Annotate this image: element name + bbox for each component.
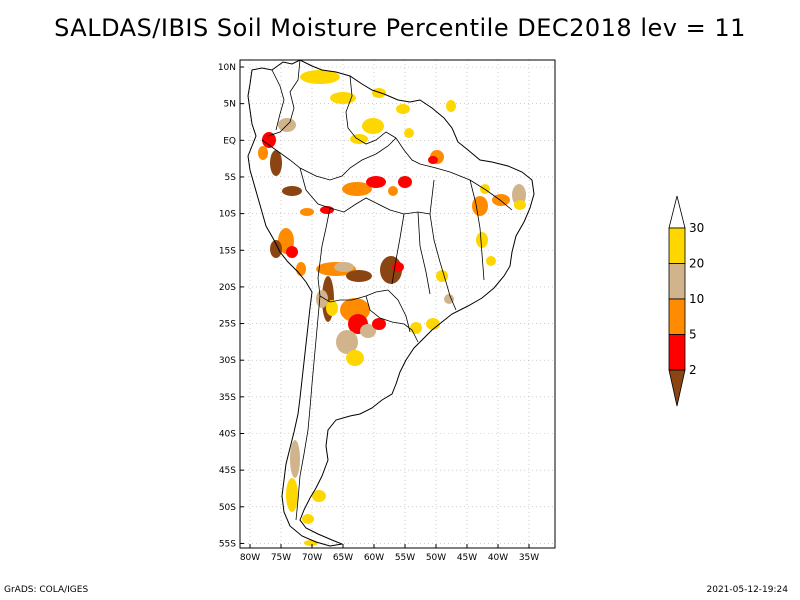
lon-tick-label: 70W [302, 553, 322, 563]
percentile-patch [312, 490, 326, 502]
percentile-patch [316, 290, 328, 308]
lat-tick-label: EQ [223, 136, 236, 146]
lon-tick-label: 80W [240, 553, 260, 563]
percentile-patch [326, 300, 338, 316]
percentile-patch [428, 156, 438, 164]
percentile-patch [286, 246, 298, 258]
percentile-patch [286, 478, 298, 512]
percentile-patch [446, 100, 456, 112]
percentile-patch [388, 186, 398, 196]
lon-tick-label: 75W [271, 553, 291, 563]
lon-tick-label: 65W [333, 553, 353, 563]
percentile-patch [436, 270, 448, 282]
percentile-patch [426, 318, 440, 330]
country-borders [261, 59, 513, 521]
legend-swatch-above [668, 195, 686, 229]
lat-tick-label: 15S [219, 246, 236, 256]
lat-tick-label: 30S [219, 356, 236, 366]
percentile-patch [270, 240, 282, 258]
lat-tick-label: 10S [219, 210, 236, 220]
map-frame [239, 59, 556, 549]
legend-label: 5 [689, 328, 697, 342]
percentile-patch [486, 256, 496, 266]
legend-label: 2 [689, 363, 697, 377]
legend-swatch [668, 227, 686, 264]
latitude-labels: 10N 5N EQ 5S 10S 15S 20S 25S 30S 35S 40S 45S 50S 55S [218, 63, 244, 549]
percentile-patch [472, 196, 488, 216]
legend-swatch-below [668, 369, 686, 407]
percentile-patch [336, 330, 358, 354]
percentile-patch [300, 208, 314, 216]
percentile-patch [270, 150, 282, 176]
percentile-patch [476, 232, 488, 248]
color-legend: 30 20 10 5 2 [668, 195, 704, 407]
legend-label: 30 [689, 221, 704, 235]
coastline [247, 59, 535, 547]
percentile-patch [514, 200, 526, 210]
grid-lines [240, 60, 555, 548]
lon-tick-label: 40W [488, 553, 508, 563]
legend-swatch [668, 334, 686, 371]
percentile-patch [342, 182, 372, 196]
legend-swatch [668, 263, 686, 300]
percentile-patch [302, 514, 314, 524]
percentile-patch [444, 294, 454, 304]
lon-tick-label: 60W [364, 553, 384, 563]
lat-tick-label: 35S [219, 393, 236, 403]
map-title: SALDAS/IBIS Soil Moisture Percentile DEC… [54, 14, 746, 42]
lon-tick-label: 55W [395, 553, 415, 563]
percentile-patch [334, 262, 354, 272]
percentile-patch [258, 146, 268, 160]
percentile-patch [398, 176, 412, 188]
percentile-patch [346, 270, 372, 282]
lat-tick-label: 45S [219, 466, 236, 476]
percentile-patch [330, 92, 356, 104]
lat-tick-label: 25S [219, 320, 236, 330]
lat-tick-label: 5S [225, 173, 237, 183]
percentile-patch [346, 350, 364, 366]
lat-tick-label: 50S [219, 503, 236, 513]
legend-swatch [668, 298, 686, 335]
footer-credit: GrADS: COLA/IGES [4, 585, 89, 595]
lon-tick-label: 50W [426, 553, 446, 563]
lat-tick-label: 20S [219, 283, 236, 293]
percentile-patch [300, 70, 340, 84]
percentile-patch [350, 134, 368, 144]
legend-label: 10 [689, 292, 704, 306]
percentile-patch [492, 194, 510, 206]
lon-tick-label: 35W [519, 553, 539, 563]
longitude-labels: 80W 75W 70W 65W 60W 55W 50W 45W 40W 35W [240, 544, 539, 563]
lat-tick-label: 40S [219, 430, 236, 440]
legend-label: 20 [689, 257, 704, 271]
percentile-patch [404, 128, 414, 138]
percentile-patch [296, 262, 306, 276]
percentile-patch [290, 440, 300, 478]
lat-tick-label: 5N [224, 100, 236, 110]
lat-tick-label: 10N [218, 63, 236, 73]
percentile-patch [304, 540, 318, 546]
percentile-patch [282, 186, 302, 196]
percentile-patch [360, 324, 376, 338]
percentile-patch [372, 318, 386, 330]
footer-timestamp: 2021-05-12-19:24 [706, 585, 789, 595]
percentile-patch [396, 104, 410, 114]
percentile-patch [362, 118, 384, 134]
lat-tick-label: 55S [219, 539, 236, 549]
lon-tick-label: 45W [457, 553, 477, 563]
percentile-shading [258, 70, 526, 546]
percentile-patch [366, 176, 386, 188]
percentile-patch [372, 88, 386, 98]
percentile-patch [392, 262, 404, 272]
percentile-patch [410, 322, 422, 334]
percentile-patch [262, 132, 276, 148]
